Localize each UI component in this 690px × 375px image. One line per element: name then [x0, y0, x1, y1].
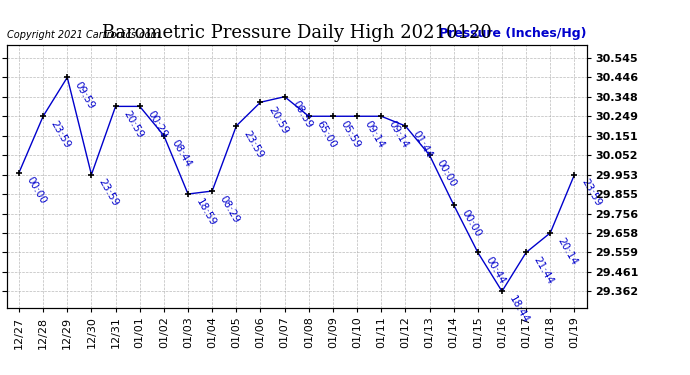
Text: 23:59: 23:59: [49, 119, 72, 150]
Text: 00:44: 00:44: [484, 255, 507, 286]
Text: 08:29: 08:29: [218, 194, 241, 225]
Text: Copyright 2021 Cartronics.com: Copyright 2021 Cartronics.com: [7, 30, 160, 40]
Text: 09:14: 09:14: [387, 119, 411, 150]
Title: Barometric Pressure Daily High 20210120: Barometric Pressure Daily High 20210120: [101, 24, 492, 42]
Text: 20:59: 20:59: [121, 109, 145, 140]
Text: 08:44: 08:44: [170, 138, 193, 170]
Text: 20:14: 20:14: [556, 236, 580, 267]
Text: 21:44: 21:44: [532, 255, 555, 286]
Text: 09:14: 09:14: [363, 119, 386, 150]
Text: 00:00: 00:00: [435, 158, 459, 189]
Text: 00:00: 00:00: [460, 208, 483, 238]
Text: 23:59: 23:59: [580, 177, 604, 209]
Text: 18:59: 18:59: [194, 197, 217, 228]
Text: 65:00: 65:00: [315, 119, 338, 150]
Text: 23:59: 23:59: [242, 129, 266, 160]
Text: 00:00: 00:00: [25, 176, 48, 206]
Text: 08:59: 08:59: [290, 99, 314, 130]
Text: 20:59: 20:59: [266, 105, 290, 136]
Text: Pressure (Inches/Hg): Pressure (Inches/Hg): [439, 27, 586, 40]
Text: 00:29: 00:29: [146, 109, 169, 140]
Text: 05:59: 05:59: [339, 119, 362, 150]
Text: 23:59: 23:59: [97, 177, 121, 209]
Text: 09:59: 09:59: [73, 80, 97, 111]
Text: 18:44: 18:44: [508, 294, 531, 325]
Text: 01:44: 01:44: [411, 129, 435, 160]
